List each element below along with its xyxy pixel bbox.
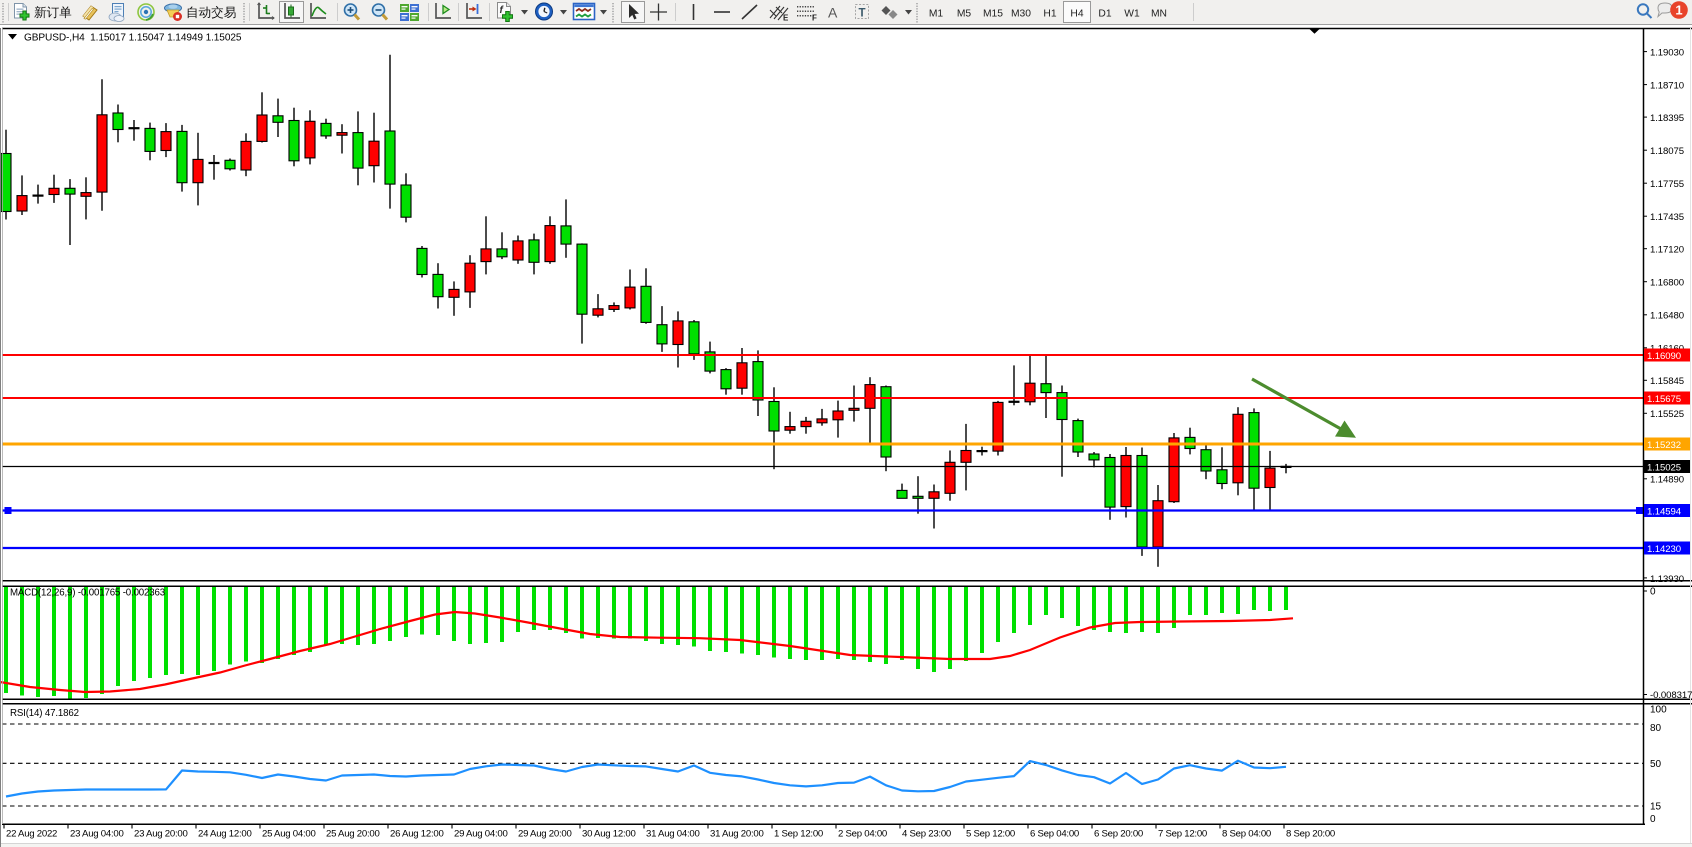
svg-text:M15: M15	[983, 9, 1003, 20]
svg-text:1.14594: 1.14594	[1647, 507, 1682, 518]
svg-text:6 Sep 04:00: 6 Sep 04:00	[1030, 829, 1079, 840]
svg-text:H4: H4	[1070, 9, 1083, 20]
svg-text:1.17755: 1.17755	[1650, 179, 1684, 190]
svg-text:GBPUSD-,H4 1.15017 1.15047 1.: GBPUSD-,H4 1.15017 1.15047 1.14949 1.150…	[24, 33, 242, 44]
svg-text:6 Sep 20:00: 6 Sep 20:00	[1094, 829, 1143, 840]
svg-text:8 Sep 20:00: 8 Sep 20:00	[1286, 829, 1335, 840]
svg-text:31 Aug 20:00: 31 Aug 20:00	[710, 829, 764, 840]
svg-text:F: F	[812, 14, 817, 23]
svg-text:1.16480: 1.16480	[1650, 311, 1684, 322]
svg-text:1.14230: 1.14230	[1647, 544, 1681, 555]
svg-text:26 Aug 12:00: 26 Aug 12:00	[390, 829, 444, 840]
svg-text:29 Aug 04:00: 29 Aug 04:00	[454, 829, 508, 840]
svg-text:D1: D1	[1098, 9, 1111, 20]
svg-text:1.18710: 1.18710	[1650, 81, 1684, 92]
svg-text:RSI(14) 47.1862: RSI(14) 47.1862	[10, 708, 79, 719]
svg-text:T: T	[859, 8, 866, 20]
svg-text:H1: H1	[1043, 9, 1056, 20]
svg-text:5 Sep 12:00: 5 Sep 12:00	[966, 829, 1015, 840]
svg-text:1.14890: 1.14890	[1650, 475, 1684, 486]
svg-text:1.18075: 1.18075	[1650, 146, 1684, 157]
svg-text:-0.008317: -0.008317	[1650, 690, 1692, 701]
svg-text:E: E	[783, 14, 789, 23]
svg-text:50: 50	[1650, 759, 1662, 770]
svg-text:W1: W1	[1124, 9, 1140, 20]
svg-text:A: A	[828, 5, 838, 21]
svg-text:f: f	[500, 5, 505, 16]
svg-text:MACD(12,26,9) -0.001765 -0.002: MACD(12,26,9) -0.001765 -0.002363	[10, 588, 165, 599]
svg-text:80: 80	[1650, 723, 1662, 734]
svg-text:0: 0	[1650, 814, 1656, 825]
svg-text:1.19030: 1.19030	[1650, 48, 1684, 59]
svg-text:0: 0	[1650, 587, 1656, 598]
svg-text:1.16090: 1.16090	[1647, 351, 1681, 362]
svg-text:100: 100	[1650, 705, 1667, 716]
svg-text:1.15845: 1.15845	[1650, 376, 1684, 387]
svg-text:M30: M30	[1011, 9, 1031, 20]
svg-text:4 Sep 23:00: 4 Sep 23:00	[902, 829, 951, 840]
svg-text:25 Aug 20:00: 25 Aug 20:00	[326, 829, 380, 840]
svg-text:1.16800: 1.16800	[1650, 278, 1684, 289]
svg-text:7 Sep 12:00: 7 Sep 12:00	[1158, 829, 1207, 840]
svg-text:M1: M1	[929, 9, 944, 20]
svg-text:15: 15	[1650, 802, 1662, 813]
svg-text:1.15525: 1.15525	[1650, 409, 1684, 420]
svg-text:23 Aug 04:00: 23 Aug 04:00	[70, 829, 124, 840]
svg-text:1.17120: 1.17120	[1650, 245, 1684, 256]
svg-text:24 Aug 12:00: 24 Aug 12:00	[198, 829, 252, 840]
svg-text:2 Sep 04:00: 2 Sep 04:00	[838, 829, 887, 840]
svg-text:1.15675: 1.15675	[1647, 394, 1681, 405]
svg-text:MN: MN	[1151, 9, 1167, 20]
svg-text:1.18395: 1.18395	[1650, 113, 1684, 124]
svg-text:1.15232: 1.15232	[1647, 440, 1681, 451]
svg-text:31 Aug 04:00: 31 Aug 04:00	[646, 829, 700, 840]
svg-text:1.17435: 1.17435	[1650, 212, 1684, 223]
svg-text:M5: M5	[957, 9, 972, 20]
svg-text:23 Aug 20:00: 23 Aug 20:00	[134, 829, 188, 840]
svg-text:30 Aug 12:00: 30 Aug 12:00	[582, 829, 636, 840]
svg-text:29 Aug 20:00: 29 Aug 20:00	[518, 829, 572, 840]
svg-text:25 Aug 04:00: 25 Aug 04:00	[262, 829, 316, 840]
svg-text:1.15025: 1.15025	[1647, 463, 1681, 474]
svg-text:8 Sep 04:00: 8 Sep 04:00	[1222, 829, 1271, 840]
svg-text:1: 1	[1675, 3, 1682, 18]
svg-text:22 Aug 2022: 22 Aug 2022	[6, 829, 57, 840]
svg-text:1.13930: 1.13930	[1650, 574, 1684, 585]
svg-text:1 Sep 12:00: 1 Sep 12:00	[774, 829, 823, 840]
